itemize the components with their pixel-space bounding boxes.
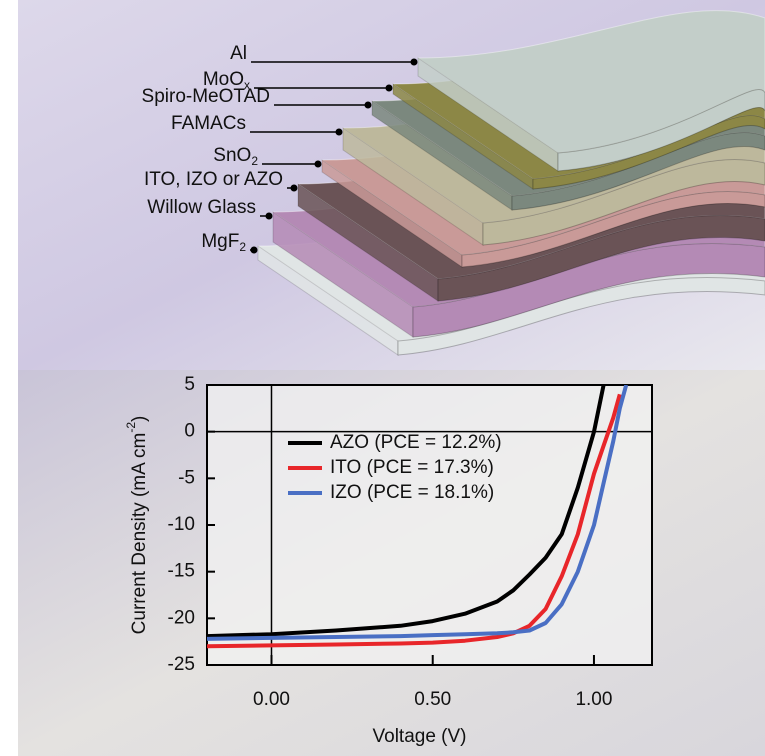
layer-name: Willow Glass (147, 197, 256, 218)
leader-dot (290, 184, 298, 192)
layer-name: Al (230, 43, 247, 64)
plot-frame (206, 384, 653, 666)
y-axis-label-end: ) (129, 416, 150, 422)
legend-label: ITO (PCE = 17.3%) (330, 457, 494, 478)
layer-name: Spiro-MeOTAD (142, 86, 270, 107)
y-tick-label: -20 (168, 607, 195, 628)
y-axis-label-text: Current Density (mA cm (129, 433, 150, 635)
leader-dot (265, 212, 273, 220)
x-axis-label: Voltage (V) (373, 726, 467, 747)
layer-label: MgF2 (201, 231, 246, 254)
layer-subscript: x (244, 78, 250, 92)
y-tick-label: -5 (178, 467, 195, 488)
legend-label: IZO (PCE = 18.1%) (330, 482, 494, 503)
layer-front (461, 191, 765, 268)
layer-name: MoO (203, 69, 244, 90)
layer-name: MgF (201, 231, 239, 252)
x-tick-label: 0.50 (414, 689, 451, 710)
leader-dot (410, 58, 418, 66)
layer-label: MoOx (203, 69, 250, 92)
layer-front (437, 215, 765, 302)
jv-chart: 5 0 -5 -10 -15 -20 -25 0.00 0.50 1.00 AZO (PCE = 1… (124, 374, 653, 747)
y-tick-label: -15 (168, 561, 195, 582)
layer-label: Spiro-MeOTAD (142, 86, 270, 107)
leader-dot (335, 128, 343, 136)
x-tick-label: 1.00 (575, 689, 612, 710)
layer-name: ITO, IZO or AZO (144, 169, 283, 190)
x-tick-label: 0.00 (253, 689, 290, 710)
layer-label: Willow Glass (147, 197, 256, 218)
layer-front (511, 131, 765, 211)
jv-curve (207, 385, 629, 641)
leader-dot (314, 160, 322, 168)
layer-label: Al (230, 43, 247, 64)
layer-subscript: 2 (251, 154, 258, 168)
leader-dot (385, 84, 393, 92)
layer-label: SnO2 (213, 145, 258, 168)
layer-front (557, 88, 765, 172)
layer-name: SnO (213, 145, 251, 166)
leader-dot (250, 246, 258, 254)
layer-name: FAMACs (171, 113, 246, 134)
y-axis-label: Current Density (mA cm-2) (124, 416, 150, 635)
layer-label: FAMACs (171, 113, 246, 134)
leader-dot (364, 101, 372, 109)
y-tick-label: -25 (168, 654, 195, 675)
legend-label: AZO (PCE = 12.2%) (330, 432, 502, 453)
y-axis-label-sup: -2 (124, 422, 138, 433)
layer-subscript: 2 (239, 240, 246, 254)
y-tick-label: 5 (184, 374, 195, 395)
jv-curve (207, 385, 606, 639)
layer-front (482, 158, 765, 246)
y-tick-label: 0 (184, 421, 195, 442)
y-tick-label: -10 (168, 514, 195, 535)
layer-label: ITO, IZO or AZO (144, 169, 283, 190)
